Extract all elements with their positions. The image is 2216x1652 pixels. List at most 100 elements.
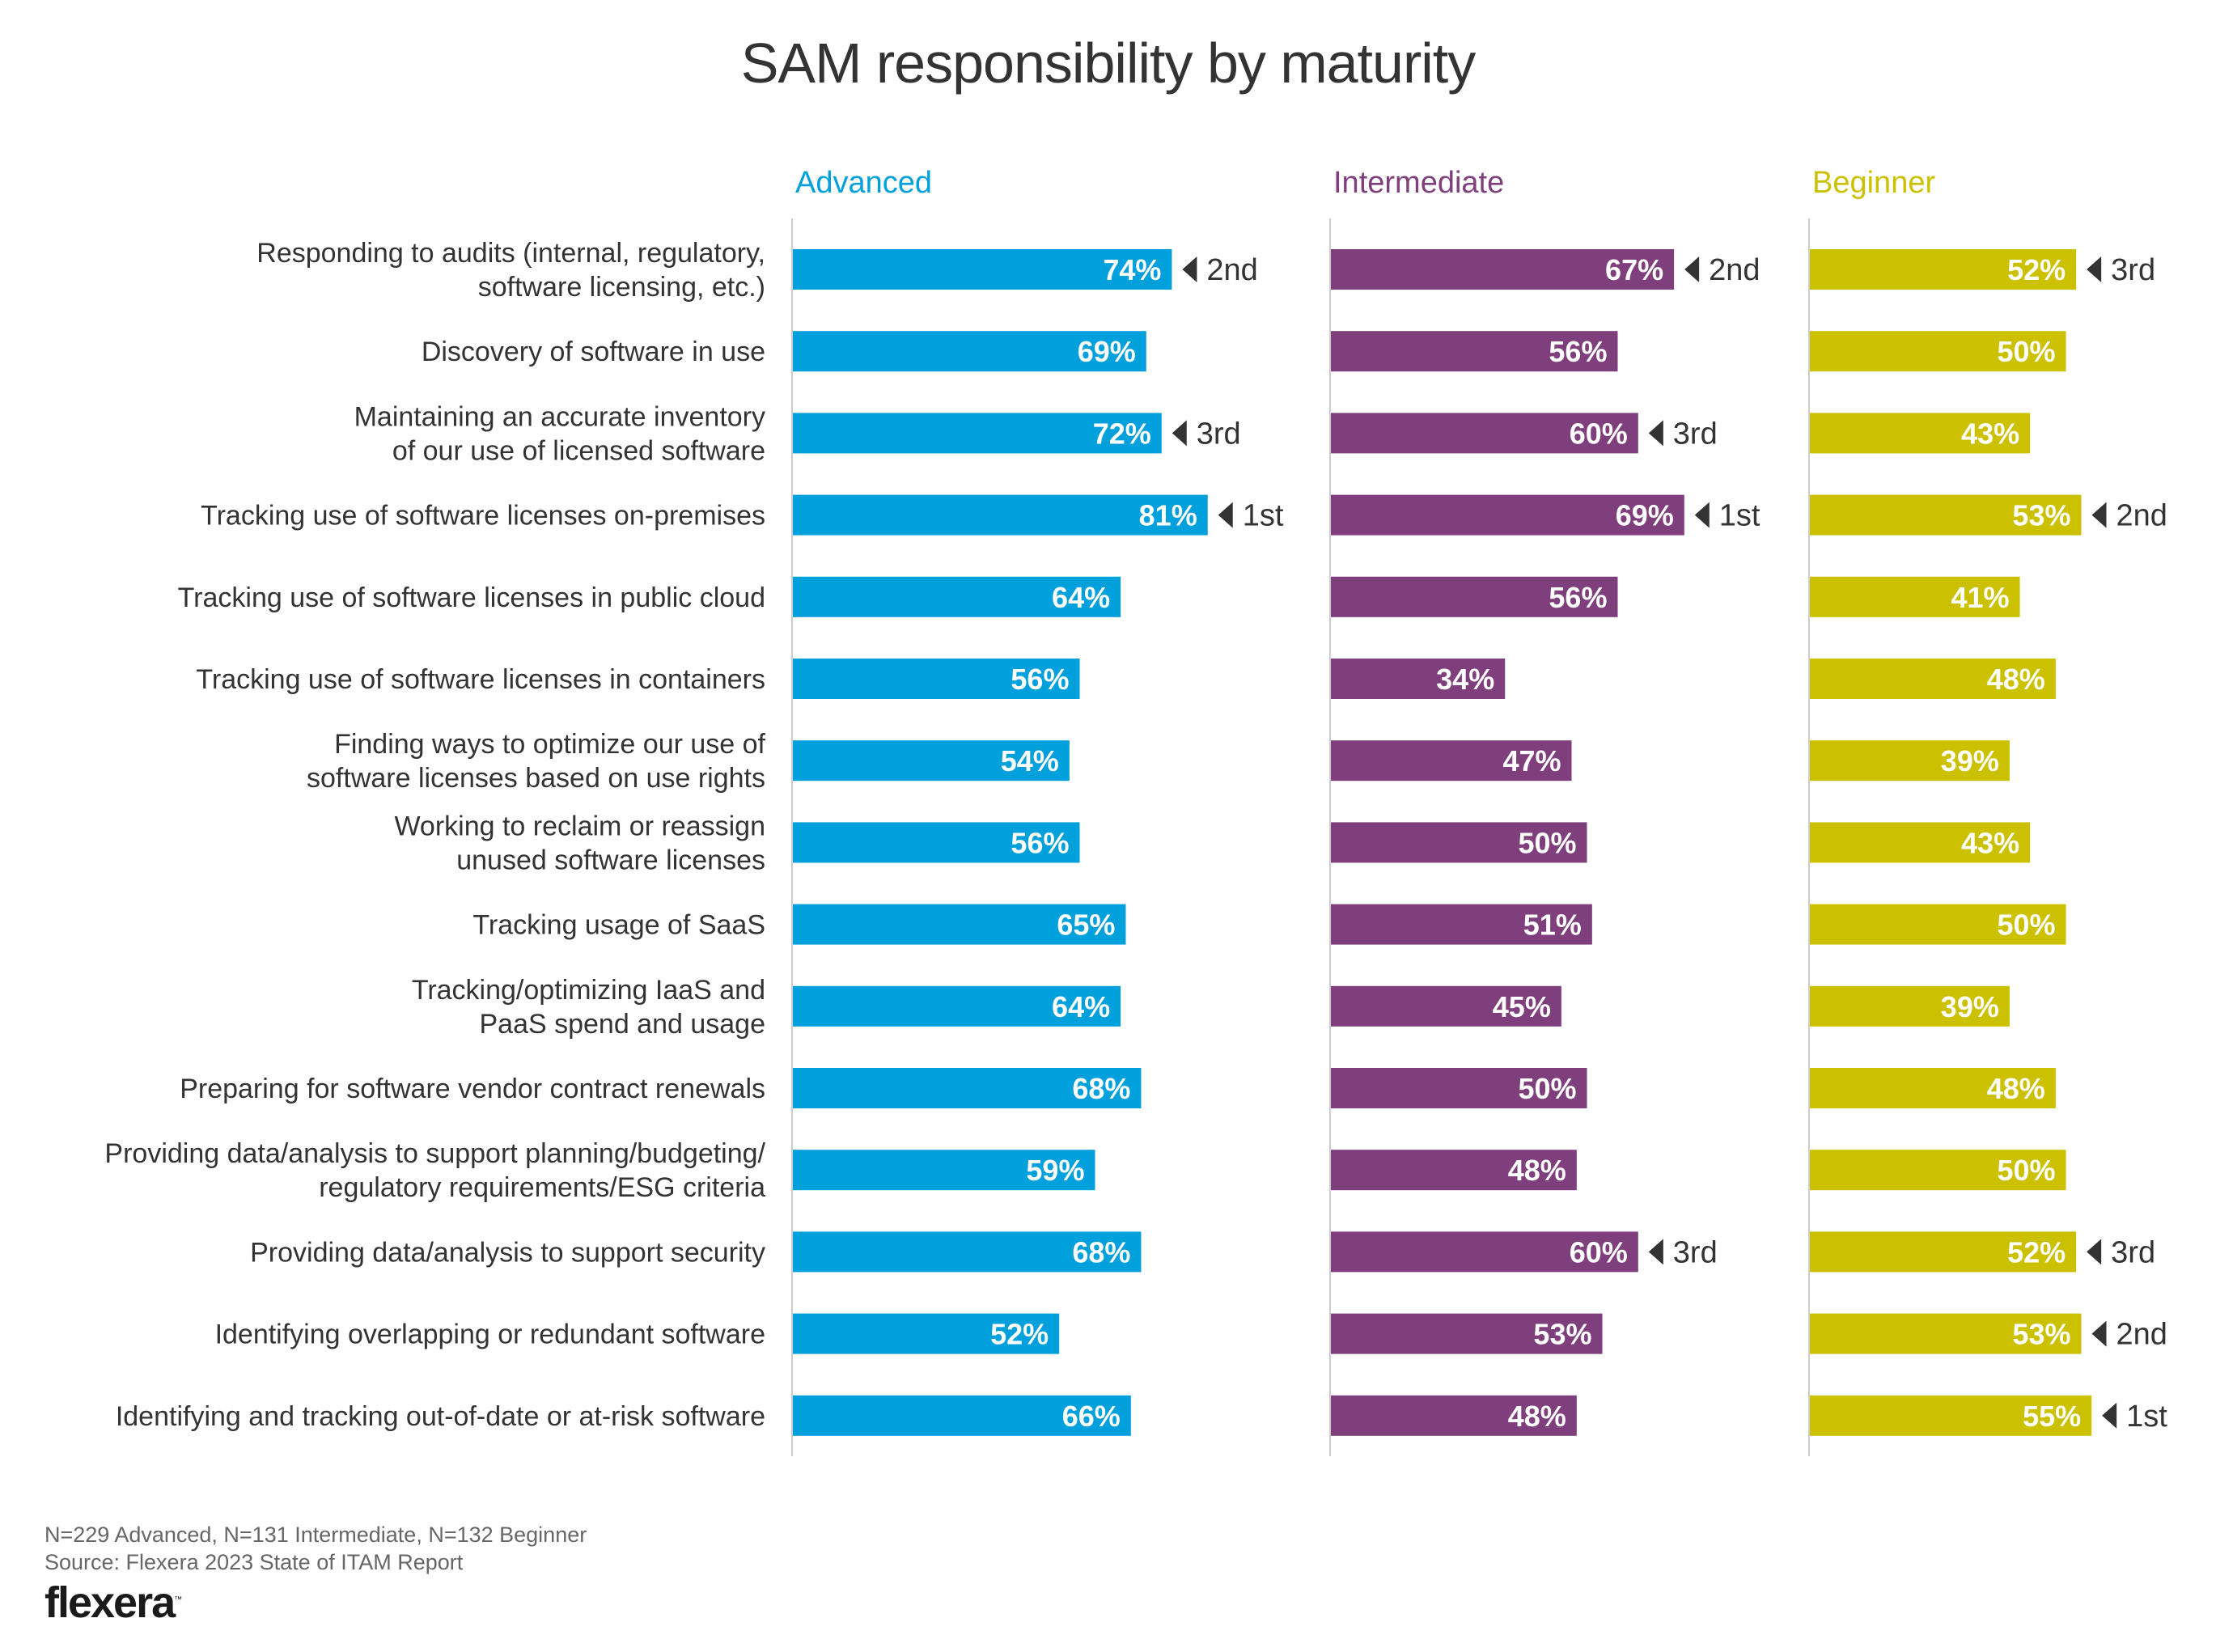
bar-value-label: 43% xyxy=(1961,826,2019,859)
panel-header-advanced: Advanced xyxy=(795,166,932,200)
bar xyxy=(793,740,1070,782)
bar xyxy=(1331,494,1684,536)
bar-value-label: 54% xyxy=(1001,744,1059,777)
bar-value-label: 72% xyxy=(1093,417,1151,450)
bar-value-label: 48% xyxy=(1987,1072,2045,1105)
bar xyxy=(1810,576,2020,617)
bar-value-label: 41% xyxy=(1951,581,2009,614)
bar-value-label: 50% xyxy=(1997,335,2055,368)
rank-label: 3rd xyxy=(1673,417,1718,451)
bar xyxy=(1810,822,2031,863)
category-label: software licensing, etc.) xyxy=(478,272,765,303)
category-label: Finding ways to optimize our use of xyxy=(334,729,765,760)
flexera-logo: flexera™ xyxy=(44,1578,182,1628)
category-label: Identifying overlapping or redundant sof… xyxy=(215,1319,765,1350)
bar xyxy=(793,822,1080,863)
category-label: Identifying and tracking out-of-date or … xyxy=(116,1401,765,1432)
bar-value-label: 56% xyxy=(1011,663,1069,696)
bar xyxy=(1810,413,2031,454)
category-label: Maintaining an accurate inventory xyxy=(354,401,765,432)
panel-header-beginner: Beginner xyxy=(1812,166,1935,200)
category-label: regulatory requirements/ESG criteria xyxy=(319,1172,765,1203)
bar xyxy=(1810,659,2056,699)
rank-marker-icon xyxy=(2087,1239,2102,1265)
bar-value-label: 48% xyxy=(1987,663,2045,696)
bar-value-label: 45% xyxy=(1493,990,1551,1023)
bar-value-label: 68% xyxy=(1072,1072,1130,1105)
bar xyxy=(1810,1231,2077,1273)
bar xyxy=(1810,904,2066,945)
rank-label: 1st xyxy=(2126,1400,2167,1434)
bar-value-label: 56% xyxy=(1549,335,1607,368)
bar xyxy=(1331,1395,1577,1436)
category-label: PaaS spend and usage xyxy=(479,1009,765,1040)
bar-value-label: 52% xyxy=(990,1318,1049,1351)
bar xyxy=(793,1150,1095,1191)
bar xyxy=(1331,576,1618,617)
bar-value-label: 56% xyxy=(1549,581,1607,614)
bar xyxy=(1810,1068,2056,1108)
bar xyxy=(793,659,1080,699)
bar xyxy=(1331,1150,1577,1191)
bar xyxy=(1331,985,1561,1027)
category-label: Tracking use of software licenses in pub… xyxy=(178,582,765,613)
category-label: Providing data/analysis to support secur… xyxy=(250,1237,765,1268)
rank-marker-icon xyxy=(2087,256,2102,282)
rank-marker-icon xyxy=(1182,256,1197,282)
bar xyxy=(1810,740,2010,782)
bar xyxy=(793,985,1121,1027)
rank-marker-icon xyxy=(1694,502,1710,528)
bar xyxy=(793,331,1146,372)
bar xyxy=(1331,822,1587,863)
bar-value-label: 52% xyxy=(2007,1235,2066,1269)
bar xyxy=(793,1395,1131,1436)
bar-value-label: 48% xyxy=(1508,1400,1566,1433)
bar-value-label: 53% xyxy=(1533,1318,1591,1351)
bar-value-label: 47% xyxy=(1502,744,1561,777)
bar xyxy=(793,1313,1060,1354)
bar xyxy=(1810,1395,2092,1436)
category-label: Tracking usage of SaaS xyxy=(472,910,765,941)
bar xyxy=(1810,249,2077,290)
bar xyxy=(793,413,1162,454)
bar-value-label: 39% xyxy=(1941,990,1999,1023)
logo-trademark: ™ xyxy=(174,1595,183,1604)
bar-value-label: 64% xyxy=(1052,581,1110,614)
bar xyxy=(1331,413,1638,454)
bar xyxy=(1810,494,2082,536)
bar-value-label: 65% xyxy=(1057,909,1115,942)
rank-label: 3rd xyxy=(2111,253,2155,287)
bar xyxy=(1331,331,1618,372)
rank-label: 2nd xyxy=(1206,253,1257,287)
bar-value-label: 39% xyxy=(1941,744,1999,777)
bar-value-label: 81% xyxy=(1139,499,1197,532)
rank-label: 2nd xyxy=(2116,1318,2167,1352)
bar-value-label: 52% xyxy=(2007,253,2066,286)
bar xyxy=(793,904,1126,945)
bar-value-label: 48% xyxy=(1508,1154,1566,1187)
bar-value-label: 55% xyxy=(2023,1400,2081,1433)
bar xyxy=(1331,740,1572,782)
logo-text: flexera xyxy=(44,1578,176,1627)
category-label: Preparing for software vendor contract r… xyxy=(180,1074,765,1104)
category-label: Working to reclaim or reassign xyxy=(394,811,765,841)
bar-value-label: 74% xyxy=(1103,253,1161,286)
category-label: Tracking use of software licenses in con… xyxy=(196,664,765,695)
rank-label: 1st xyxy=(1719,499,1761,533)
bar-value-label: 68% xyxy=(1072,1235,1130,1269)
bar xyxy=(793,1068,1142,1108)
sample-size-note: N=229 Advanced, N=131 Intermediate, N=13… xyxy=(44,1523,587,1547)
category-label: software licenses based on use rights xyxy=(307,763,765,794)
bar-value-label: 50% xyxy=(1997,1154,2055,1187)
bar xyxy=(1331,1231,1638,1273)
rank-label: 2nd xyxy=(1709,253,1760,287)
bar xyxy=(1331,904,1592,945)
rank-marker-icon xyxy=(2091,502,2107,528)
chart-title: SAM responsibility by maturity xyxy=(740,32,1477,95)
rank-label: 3rd xyxy=(1197,417,1241,451)
rank-marker-icon xyxy=(1648,420,1663,447)
rank-label: 3rd xyxy=(2111,1235,2155,1269)
rank-marker-icon xyxy=(1218,502,1233,528)
bar xyxy=(1810,985,2010,1027)
